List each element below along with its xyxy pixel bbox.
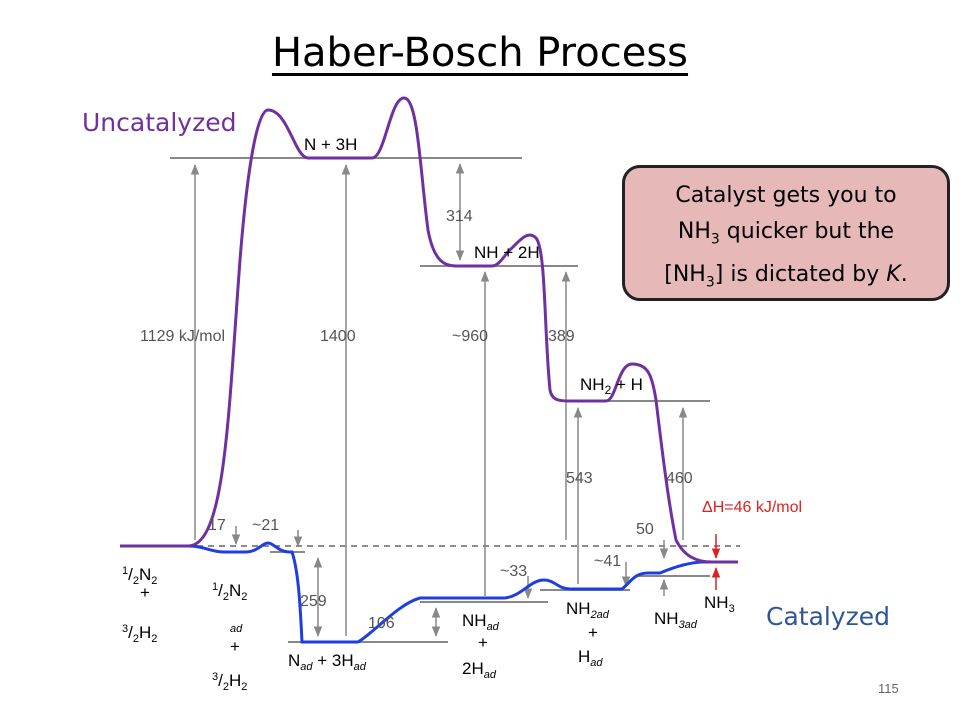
label-nh2-ad: NH2ad + Had <box>566 599 610 669</box>
label-delta-h: ΔH=46 kJ/mol <box>702 499 802 516</box>
svg-text:NHad: NHad <box>462 611 500 633</box>
callout-k: K <box>886 262 901 288</box>
label-nh3-ad: NH3ad <box>654 609 698 631</box>
uncatalyzed-label: Uncatalyzed <box>82 108 237 137</box>
svg-text:Had: Had <box>578 647 603 669</box>
energy-levels <box>170 157 710 643</box>
slide-title: Haber-Bosch Process <box>0 30 960 76</box>
svg-text:3/2H2: 3/2H2 <box>122 623 157 645</box>
callout-box: Catalyst gets you to NH3 quicker but the… <box>622 165 950 301</box>
callout-line-2: NH3 quicker but the <box>625 214 947 257</box>
callout-text: ] is dictated by <box>714 262 887 288</box>
title-text: Haber-Bosch Process <box>271 30 689 76</box>
label-259: 259 <box>300 593 327 610</box>
svg-text:+: + <box>140 583 150 602</box>
label-adsorbed-reactants: 1/2N2 ad + 3/2H2 <box>212 581 247 693</box>
svg-text:+: + <box>478 633 488 652</box>
catalyzed-path <box>120 541 738 644</box>
callout-text: . <box>900 262 908 288</box>
callout-text: quicker but the <box>719 219 895 244</box>
svg-text:ad: ad <box>230 623 243 635</box>
svg-text:1/2N2: 1/2N2 <box>212 581 247 603</box>
label-n-ad: Nad + 3Had <box>288 651 367 673</box>
svg-text:+: + <box>230 637 240 656</box>
label-nh-ad: NHad + 2Had <box>462 611 500 681</box>
label-nh3: NH3 <box>704 593 735 615</box>
label-nh-2h: NH + 2H <box>474 243 540 262</box>
label-314: 314 <box>446 208 473 225</box>
label-389: 389 <box>548 328 575 345</box>
label-nh2-h: NH2 + H <box>580 375 643 397</box>
label-reactants: 1/2N2 + 3/2H2 <box>122 565 157 645</box>
callout-line-3: [NH3] is dictated by K. <box>625 257 947 300</box>
label-41: ~41 <box>594 553 621 570</box>
callout-nh: NH <box>677 219 711 244</box>
label-960: ~960 <box>452 328 488 345</box>
label-460: 460 <box>666 470 693 487</box>
svg-text:NH2ad: NH2ad <box>566 599 610 621</box>
svg-text:1/2N2: 1/2N2 <box>122 565 157 587</box>
label-1129: 1129 kJ/mol <box>140 328 225 345</box>
callout-nh: [NH <box>664 262 706 288</box>
catalyzed-label: Catalyzed <box>766 602 891 631</box>
label-17: 17 <box>208 517 226 534</box>
label-33: ~33 <box>500 563 527 580</box>
energy-arrows <box>190 162 688 638</box>
label-n-3h: N + 3H <box>304 135 357 154</box>
label-50: 50 <box>636 521 654 538</box>
callout-sub: 3 <box>705 274 715 291</box>
svg-text:3/2H2: 3/2H2 <box>212 671 247 693</box>
label-1400: 1400 <box>320 328 356 345</box>
svg-text:+: + <box>588 623 598 642</box>
svg-text:2Had: 2Had <box>462 659 497 681</box>
label-106: 106 <box>368 615 395 632</box>
label-543: 543 <box>566 470 593 487</box>
callout-line-1: Catalyst gets you to <box>675 183 897 208</box>
label-21: ~21 <box>252 517 279 534</box>
page-number: 115 <box>878 681 899 696</box>
uncatalyzed-path <box>120 96 738 564</box>
callout-sub: 3 <box>710 231 720 248</box>
